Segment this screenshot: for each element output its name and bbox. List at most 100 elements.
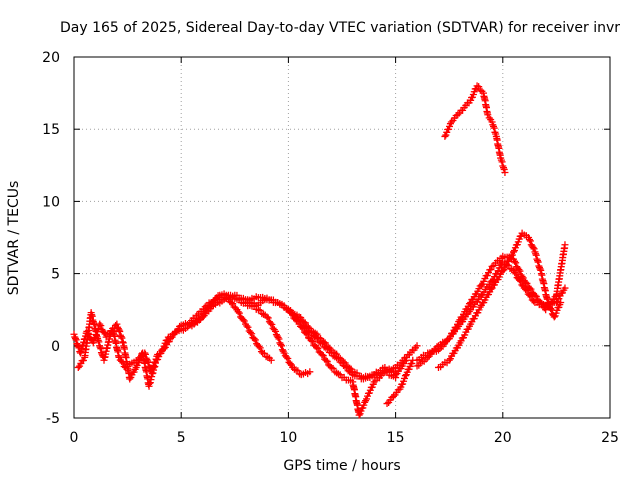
data-point [545,299,553,307]
data-point [116,327,124,335]
data-point [278,346,286,354]
data-point [171,329,179,337]
series-track-10 [441,82,509,177]
data-point [499,267,507,275]
data-point [526,237,534,245]
data-point [117,333,125,341]
data-point [532,292,540,300]
data-point [557,298,565,306]
data-point [561,284,569,292]
data-point [267,356,275,364]
data-point [176,322,184,330]
data-point [229,300,237,308]
data-point [235,309,243,317]
data-point [126,375,134,383]
data-point [473,82,481,90]
x-tick-label: 10 [279,430,297,446]
data-point [531,291,539,299]
data-point [475,83,483,91]
data-point [303,330,311,338]
data-point [547,305,555,313]
data-point [500,165,508,173]
data-point [484,111,492,119]
data-point [487,266,495,274]
y-tick-label: -5 [46,411,60,427]
data-point [512,270,520,278]
data-point [465,300,473,308]
data-point [433,343,441,351]
data-point [250,335,258,343]
data-point [526,284,534,292]
y-tick-label: 5 [51,267,60,283]
x-tick-label: 5 [177,430,186,446]
data-point [278,342,286,350]
data-point [251,336,259,344]
data-point [318,350,326,358]
data-point [268,320,276,328]
data-point [299,325,307,333]
data-point [498,158,506,166]
data-point [292,316,300,324]
data-point [490,124,498,132]
axis-ticks: 0 5 10 15 20 25 -5 0 5 10 15 20 [42,50,619,446]
data-point [248,330,256,338]
data-point [340,358,348,366]
x-axis-title: GPS time / hours [283,458,400,474]
data-point [151,359,159,367]
data-point [302,329,310,337]
data-point [510,248,518,256]
y-tick-label: 15 [42,122,60,138]
data-point [256,306,264,314]
data-point [515,266,523,274]
data-point [267,319,275,327]
data-point [512,259,520,267]
data-point [307,336,315,344]
data-point [561,241,569,249]
data-point [208,302,216,310]
data-point [322,356,330,364]
data-point [500,164,508,172]
data-point [157,349,165,357]
data-point [323,357,331,365]
data-point [275,335,283,343]
data-point [477,281,485,289]
series-track-4 [242,293,410,382]
data-point [522,278,530,286]
data-point [511,257,519,265]
data-point [508,251,516,259]
data-point [79,356,87,364]
grid [74,57,610,418]
data-point [272,327,280,335]
y-tick-label: 0 [51,339,60,355]
data-point [516,267,524,275]
data-point [115,326,123,334]
data-point [383,400,391,408]
chart-title: Day 165 of 2025, Sidereal Day-to-day VTE… [60,20,620,36]
data-point [264,314,272,322]
data-point [515,276,523,284]
data-point [297,314,305,322]
data-point [255,342,263,350]
data-point [118,334,126,342]
y-tick-label: 10 [42,194,60,210]
data-point [240,317,248,325]
data-point [544,298,552,306]
data-point [119,338,127,346]
data-point [536,298,544,306]
data-point [234,308,242,316]
data-point [501,169,509,177]
data-point [314,344,322,352]
data-point [97,322,105,330]
y-axis-title: SDTVAR / TECUs [6,181,22,296]
data-point [283,353,291,361]
data-point [341,359,349,367]
data-point [294,367,302,375]
data-point [72,336,80,344]
data-point [491,128,499,136]
series-track-6 [383,356,417,408]
data-point [529,243,537,251]
data-point [301,319,309,327]
data-point [525,236,533,244]
data-point [320,338,328,346]
